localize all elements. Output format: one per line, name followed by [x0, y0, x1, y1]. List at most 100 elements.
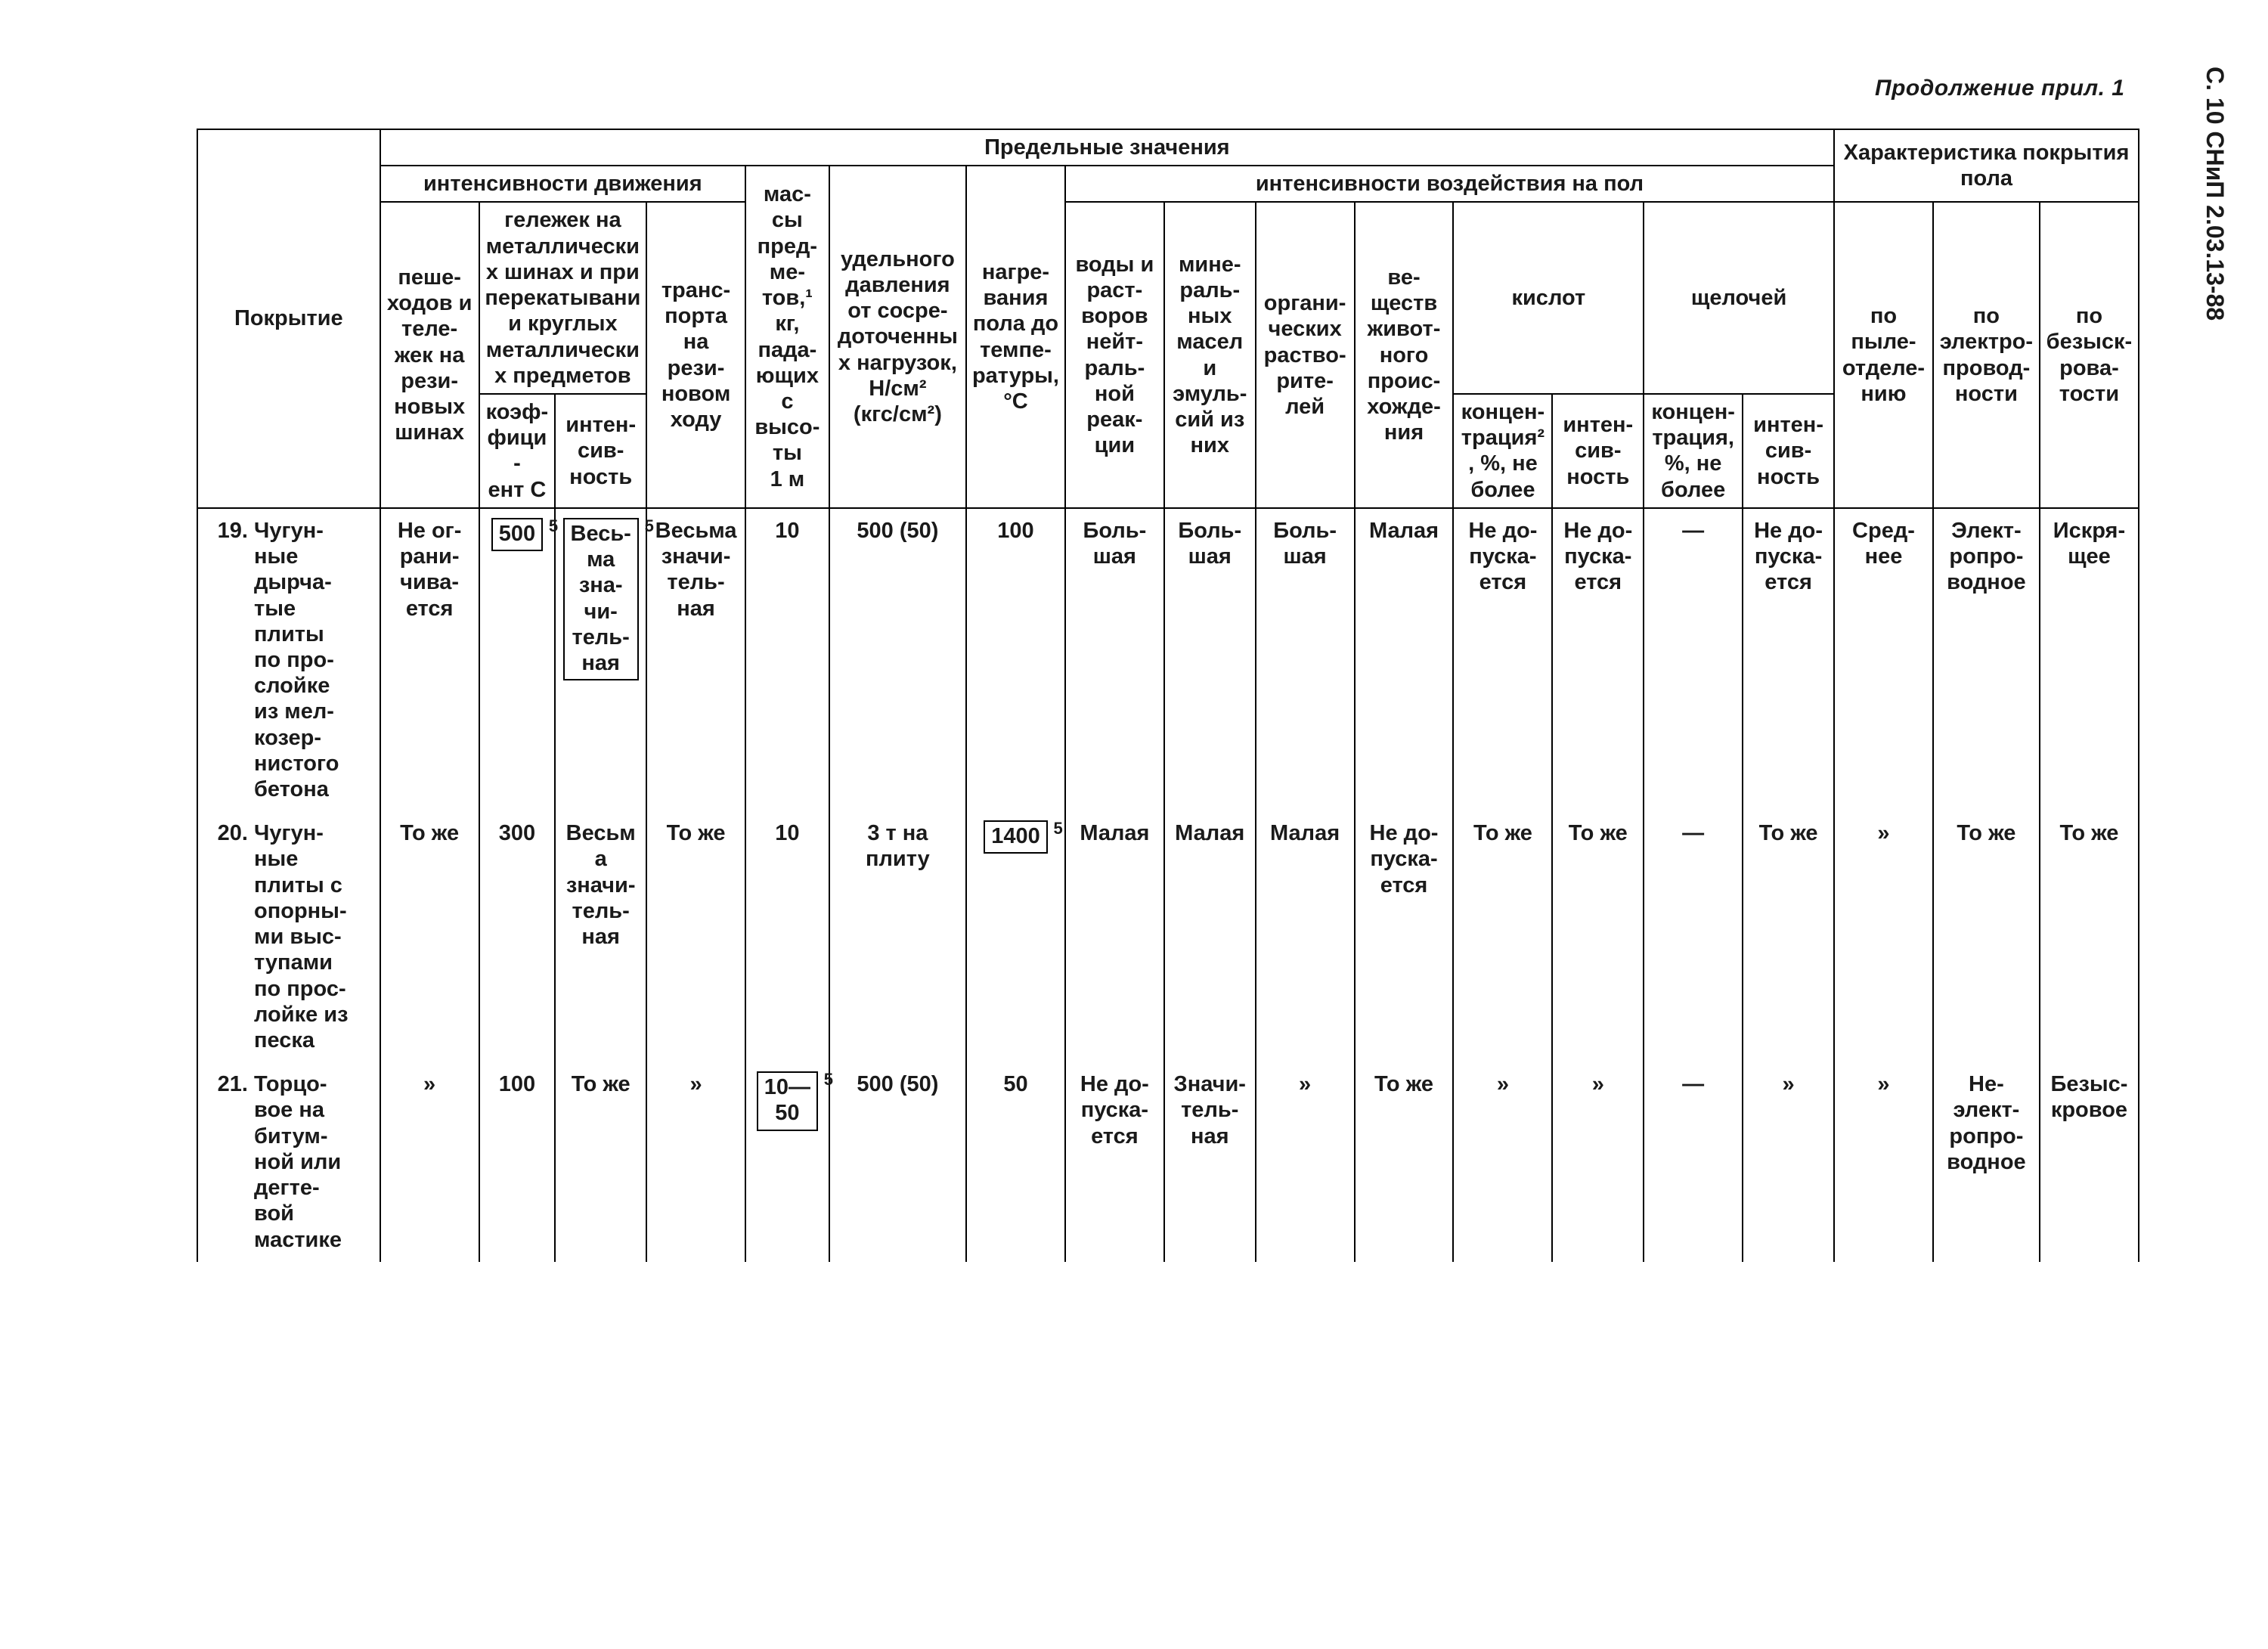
table-row: 20.Чугун-ныеплиты сопорны-ми выс-тупамип…: [197, 811, 2139, 1062]
cell-pedestrians: Не ог-рани-чива-ется: [380, 508, 479, 811]
cell-pressure: 3 т наплиту: [829, 811, 966, 1062]
cell-animal: Малая: [1355, 508, 1454, 811]
cell-alkConc: —: [1644, 811, 1743, 1062]
cell-intensMove: Весь-мазна-чи-тель-ная5: [555, 508, 646, 811]
cell-dust: »: [1834, 811, 1933, 1062]
cell-dust: »: [1834, 1062, 1933, 1262]
h-limits: Предельные значения: [380, 129, 1834, 166]
cell-animal: То же: [1355, 1062, 1454, 1262]
cell-acidInt: То же: [1552, 811, 1644, 1062]
h-transport: транс-порта на рези-новом ходу: [646, 202, 745, 507]
h-floorimpact: интенсивности воздействия на пол: [1065, 166, 1834, 202]
cell-pedestrians: »: [380, 1062, 479, 1262]
cell-solvents: Боль-шая: [1256, 508, 1355, 811]
boxed-value: 10—505: [757, 1071, 818, 1130]
cell-alkInt: Не до-пуска-ется: [1743, 508, 1834, 811]
coating-text: Торцо-вое набитум-ной илидегте-воймастик…: [248, 1071, 342, 1253]
h-oils: мине-раль-ных масел и эмуль-сий из них: [1164, 202, 1256, 507]
coating-text: Чугун-ныедырча-тыеплитыпо про-слойкеиз м…: [248, 518, 339, 802]
cell-heating: 14005: [966, 811, 1065, 1062]
h-water: воды и раст-воров нейт-раль-ной реак-ции: [1065, 202, 1164, 507]
h-coefc: коэф-фици-ент С: [479, 394, 556, 508]
h-elec: по электро-провод-ности: [1933, 202, 2040, 507]
cell-pressure: 500 (50): [829, 1062, 966, 1262]
cell-animal: Не до-пуска-ется: [1355, 811, 1454, 1062]
cell-elec: Не-элект-ропро-водное: [1933, 1062, 2040, 1262]
row-number: 20.: [206, 820, 248, 846]
cell-spark: Искря-щее: [2040, 508, 2139, 811]
cell-solvents: Малая: [1256, 811, 1355, 1062]
cell-pressure: 500 (50): [829, 508, 966, 811]
cell-transport: »: [646, 1062, 745, 1262]
coating-text: Чугун-ныеплиты сопорны-ми выс-тупамипо п…: [248, 820, 349, 1053]
cell-water: Малая: [1065, 811, 1164, 1062]
cell-oils: Боль-шая: [1164, 508, 1256, 811]
cell-mass: 10: [745, 508, 829, 811]
boxed-value: 5005: [491, 518, 543, 551]
cell-spark: То же: [2040, 811, 2139, 1062]
footnote-5: 5: [1053, 819, 1062, 838]
cell-acidInt: Не до-пуска-ется: [1552, 508, 1644, 811]
table-row: 21.Торцо-вое набитум-ной илидегте-воймас…: [197, 1062, 2139, 1262]
h-metalcarts: гележек на металлических шинах и при пер…: [479, 202, 647, 394]
h-intensm: интен-сив-ность: [555, 394, 646, 508]
cell-water: Боль-шая: [1065, 508, 1164, 811]
cell-coating: 20.Чугун-ныеплиты сопорны-ми выс-тупамип…: [197, 811, 380, 1062]
cell-acidConc: Не до-пуска-ется: [1453, 508, 1552, 811]
cell-elec: Элект-ропро-водное: [1933, 508, 2040, 811]
cell-acidConc: »: [1453, 1062, 1552, 1262]
cell-oils: Значи-тель-ная: [1164, 1062, 1256, 1262]
cell-coefC: 5005: [479, 508, 556, 811]
cell-pedestrians: То же: [380, 811, 479, 1062]
row-number: 21.: [206, 1071, 248, 1097]
footnote-5: 5: [549, 516, 558, 536]
cell-dust: Сред-нее: [1834, 508, 1933, 811]
h-traffic: интенсивности движения: [380, 166, 745, 202]
h-pedestrians: пеше-ходов и теле-жек на рези-новых шина…: [380, 202, 479, 507]
cell-intensMove: То же: [555, 1062, 646, 1262]
h-spark: по безыск-рова-тости: [2040, 202, 2139, 507]
cell-heating: 50: [966, 1062, 1065, 1262]
cell-oils: Малая: [1164, 811, 1256, 1062]
h-heating: нагре-вания пола до темпе-ратуры, °С: [966, 166, 1065, 508]
h-acidconc: концен-трация², %, не более: [1453, 394, 1552, 508]
cell-alkConc: —: [1644, 508, 1743, 811]
cell-mass: 10—505: [745, 1062, 829, 1262]
cell-coating: 21.Торцо-вое набитум-ной илидегте-воймас…: [197, 1062, 380, 1262]
continuation-label: Продолжение прил. 1: [1875, 76, 2125, 101]
cell-alkInt: »: [1743, 1062, 1834, 1262]
h-mass: мас-сыпред-ме-тов,¹кг,пада-ющихсвысо-ты1…: [745, 166, 829, 508]
footnote-5: 5: [645, 516, 654, 536]
cell-spark: Безыс-кровое: [2040, 1062, 2139, 1262]
cell-elec: То же: [1933, 811, 2040, 1062]
cell-mass: 10: [745, 811, 829, 1062]
cell-transport: Весьмазначи-тель-ная: [646, 508, 745, 811]
cell-heating: 100: [966, 508, 1065, 811]
h-dust: по пыле-отделе-нию: [1834, 202, 1933, 507]
h-alkalis: щелочей: [1644, 202, 1834, 394]
table-row: 19.Чугун-ныедырча-тыеплитыпо про-слойкеи…: [197, 508, 2139, 811]
h-coating: Покрытие: [197, 129, 380, 508]
h-acids: кислот: [1453, 202, 1644, 394]
cell-solvents: »: [1256, 1062, 1355, 1262]
cell-alkConc: —: [1644, 1062, 1743, 1262]
cell-acidConc: То же: [1453, 811, 1552, 1062]
cell-acidInt: »: [1552, 1062, 1644, 1262]
cell-alkInt: То же: [1743, 811, 1834, 1062]
cell-intensMove: Весьмазначи-тель-ная: [555, 811, 646, 1062]
cell-water: Не до-пуска-ется: [1065, 1062, 1164, 1262]
h-acidint: интен-сив-ность: [1552, 394, 1644, 508]
h-alkconc: концен-трация, %, не более: [1644, 394, 1743, 508]
h-solvents: органи-ческих раство-рите-лей: [1256, 202, 1355, 507]
side-doc-label: С. 10 СНиП 2.03.13-88: [2201, 67, 2229, 321]
boxed-value: 14005: [984, 820, 1048, 854]
cell-coefC: 100: [479, 1062, 556, 1262]
main-table: Покрытие Предельные значения Характерист…: [197, 129, 2139, 1262]
cell-transport: То же: [646, 811, 745, 1062]
h-floorchar: Характеристика покрытия пола: [1834, 129, 2139, 202]
cell-coating: 19.Чугун-ныедырча-тыеплитыпо про-слойкеи…: [197, 508, 380, 811]
h-pressure: удельного давления от сосре-доточенных н…: [829, 166, 966, 508]
boxed-value: Весь-мазна-чи-тель-ная5: [563, 518, 639, 680]
h-alkint: интен-сив-ность: [1743, 394, 1834, 508]
row-number: 19.: [206, 518, 248, 544]
